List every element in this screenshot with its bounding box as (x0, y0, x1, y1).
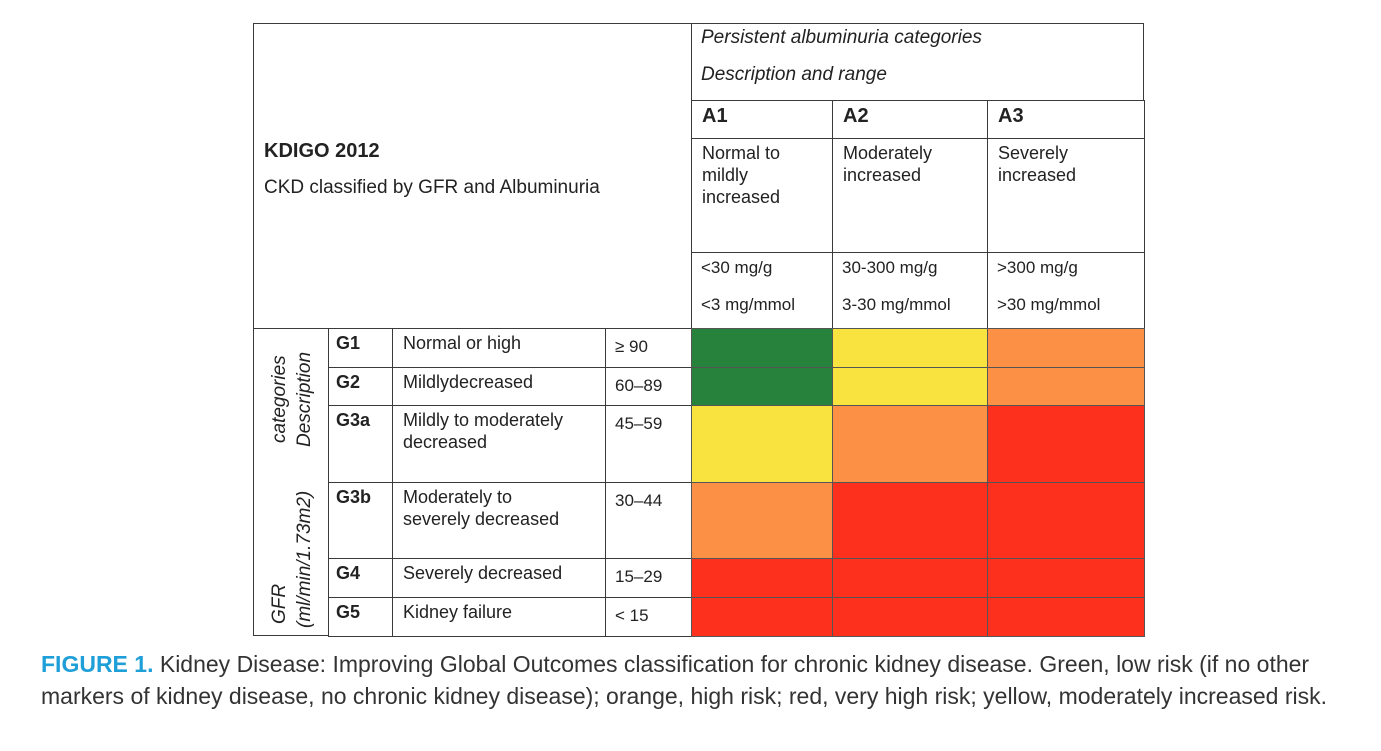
gfr-g3b-desc: severely decreased (403, 509, 560, 529)
risk-cell-g2-a3 (987, 367, 1145, 406)
albuminuria-a2-desc: Moderately (843, 143, 933, 163)
albuminuria-a3-desc: Severely (998, 143, 1069, 163)
gfr-g3a-range-cell (605, 405, 692, 483)
risk-cell-g2-a2 (832, 367, 988, 406)
gfr-g1-desc-cell (392, 328, 606, 368)
gfr-g2-desc-cell (392, 367, 606, 406)
title-cell (253, 23, 692, 329)
albuminuria-a3-range-mg: >300 mg/g (997, 258, 1078, 277)
gfr-label-units: (ml/min/1.73m2) (294, 490, 315, 628)
risk-cell-g3b-a3 (987, 482, 1145, 559)
gfr-g5-desc-cell (392, 597, 606, 637)
albuminuria-a2-desc: increased (843, 165, 922, 185)
risk-cell-g5-a1 (691, 597, 833, 637)
albuminuria-a2-range-mmol: 3-30 mg/mmol (842, 295, 951, 314)
risk-cell-g4-a1 (691, 558, 833, 598)
gfr-g3b-code: G3b (336, 487, 372, 507)
gfr-g3a-range: 45–59 (615, 414, 663, 433)
gfr-g4-code: G4 (336, 563, 361, 583)
gfr-g1-code: G1 (336, 333, 361, 353)
albuminuria-a1-range-mg: <30 mg/g (701, 258, 773, 277)
risk-cell-g1-a3 (987, 328, 1145, 368)
table-subtitle: CKD classified by GFR and Albuminuria (264, 177, 600, 198)
albuminuria-a2-range-mg: 30-300 mg/g (842, 258, 938, 277)
risk-cell-g2-a1 (691, 367, 833, 406)
albuminuria-a1-code: A1 (702, 105, 728, 127)
table-title: KDIGO 2012 (264, 140, 380, 162)
albuminuria-a2-range-cell (832, 252, 988, 330)
albuminuria-a3-code: A3 (998, 105, 1024, 127)
gfr-g3a-code-cell (328, 405, 393, 483)
figure-caption: FIGURE 1. Kidney Disease: Improving Glob… (41, 648, 1361, 712)
gfr-g1-desc: Normal or high (403, 333, 522, 353)
gfr-g2-code: G2 (336, 372, 361, 392)
risk-cell-g5-a3 (987, 597, 1145, 637)
risk-cell-g1-a1 (691, 328, 833, 368)
gfr-g3a-desc: decreased (403, 432, 488, 452)
risk-cell-g5-a2 (832, 597, 988, 637)
albuminuria-heading: Persistent albuminuria categories (701, 27, 982, 48)
gfr-g3a-code: G3a (336, 410, 371, 430)
gfr-g5-range-cell (605, 597, 692, 637)
albuminuria-a3-range-cell (987, 252, 1145, 330)
gfr-g4-range-cell (605, 558, 692, 598)
gfr-label-categories: categories (269, 355, 290, 443)
gfr-label-gfr: GFR (269, 583, 290, 624)
figure-label: FIGURE 1. (41, 651, 154, 677)
albuminuria-a1-range-mmol: <3 mg/mmol (701, 295, 795, 314)
risk-cell-g3b-a1 (691, 482, 833, 559)
risk-cell-g3a-a2 (832, 405, 988, 483)
gfr-g2-desc: Mildlydecreased (403, 372, 534, 392)
gfr-g3b-code-cell (328, 482, 393, 559)
figure-caption-text: Kidney Disease: Improving Global Outcome… (41, 651, 1328, 709)
albuminuria-header-cell (691, 23, 1144, 101)
risk-cell-g4-a2 (832, 558, 988, 598)
gfr-g5-range: < 15 (615, 606, 649, 625)
gfr-g1-range: ≥ 90 (615, 337, 648, 356)
gfr-g3a-desc-cell (392, 405, 606, 483)
gfr-g1-range-cell (605, 328, 692, 368)
albuminuria-a2-code: A2 (843, 105, 869, 127)
gfr-g4-desc: Severely decreased (403, 563, 563, 583)
risk-cell-g3b-a2 (832, 482, 988, 559)
albuminuria-a3-code-cell (987, 100, 1145, 139)
gfr-g4-range: 15–29 (615, 567, 663, 586)
albuminuria-a1-range-cell (691, 252, 833, 330)
gfr-g3a-desc: Mildly to moderately (403, 410, 564, 430)
gfr-label-description: Description (294, 351, 315, 447)
kdigo-table: KDIGO 2012 CKD classified by GFR and Alb… (253, 23, 1145, 637)
albuminuria-a1-desc: mildly (702, 165, 749, 185)
risk-cell-g1-a2 (832, 328, 988, 368)
albuminuria-a3-desc-cell (987, 138, 1145, 253)
albuminuria-a3-desc: increased (998, 165, 1077, 185)
albuminuria-subheading: Description and range (701, 64, 887, 85)
gfr-g2-range: 60–89 (615, 376, 663, 395)
albuminuria-a1-desc: increased (702, 187, 781, 207)
albuminuria-a3-range-mmol: >30 mg/mmol (997, 295, 1101, 314)
albuminuria-a2-desc-cell (832, 138, 988, 253)
albuminuria-a1-desc: Normal to (702, 143, 781, 163)
risk-cell-g3a-a1 (691, 405, 833, 483)
gfr-g3b-desc-cell (392, 482, 606, 559)
gfr-g5-code: G5 (336, 602, 361, 622)
albuminuria-a1-code-cell (691, 100, 833, 139)
gfr-g3b-desc: Moderately to (403, 487, 513, 507)
risk-cell-g4-a3 (987, 558, 1145, 598)
risk-cell-g3a-a3 (987, 405, 1145, 483)
gfr-g5-desc: Kidney failure (403, 602, 513, 622)
gfr-g3b-range: 30–44 (615, 491, 663, 510)
gfr-label-cell (253, 328, 329, 636)
